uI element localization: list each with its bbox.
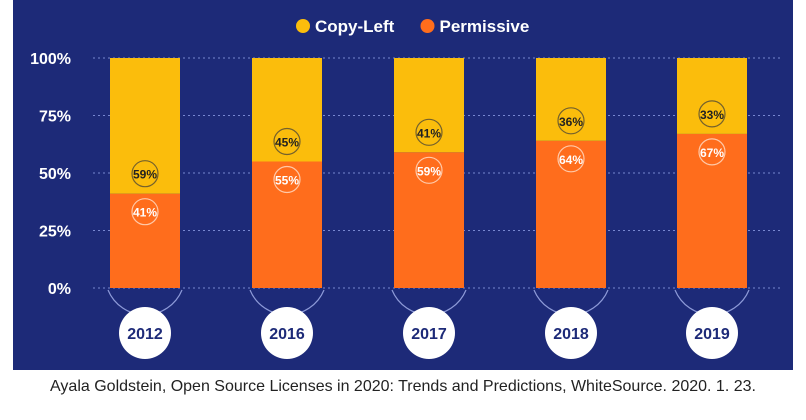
source-caption: Ayala Goldstein, Open Source Licenses in… [50,378,756,395]
xtick-label-2012: 2012 [127,326,163,343]
legend-swatch-copy-left [296,19,310,33]
legend-label-copy-left: Copy-Left [315,17,395,36]
data-label-copy-left-2012: 59% [133,168,157,182]
data-label-ring-permissive-2012 [131,198,159,226]
data-label-ring-copy-left-2016 [273,127,301,156]
data-label-ring-copy-left-2017 [415,118,443,146]
bar-copy-left-2017 [394,58,464,153]
xtick-label-2017: 2017 [411,326,447,343]
data-label-permissive-2019: 67% [700,146,724,160]
data-label-permissive-2018: 64% [559,153,583,167]
bar-permissive-2012 [110,193,180,288]
legend-swatch-permissive [420,19,435,33]
stacked-bar-chart: Copy-Left Permissive 0% 25% 50% 75% 100% 59% 41%… [30,17,783,359]
data-label-ring-copy-left-2012 [131,160,159,188]
year-circle-2017 [403,307,455,359]
ytick-label-75: 75% [39,109,71,126]
data-label-ring-permissive-2017 [415,156,443,184]
year-circle-2012 [119,307,171,359]
bar-copy-left-2019 [677,58,747,134]
data-label-permissive-2016: 55% [275,174,299,188]
ytick-label-50: 50% [39,166,71,183]
data-label-ring-copy-left-2019 [698,100,726,128]
bar-permissive-2018 [536,140,606,288]
year-circle-2016 [261,307,313,359]
chart-panel: Copy-Left Permissive 0% 25% 50% 75% 100% 59% 41%… [13,0,793,370]
ytick-label-0: 0% [48,281,71,298]
ytick-label-100: 100% [30,51,71,68]
bar-copy-left-2012 [110,58,180,194]
data-label-permissive-2017: 59% [417,164,441,178]
ytick-label-25: 25% [39,224,71,241]
data-label-ring-copy-left-2018 [557,107,585,135]
bar-permissive-2017 [394,152,464,288]
year-circle-2018 [545,307,597,359]
xtick-label-2016: 2016 [269,326,305,343]
bar-copy-left-2018 [536,58,606,141]
data-label-ring-permissive-2018 [557,145,585,173]
data-label-copy-left-2016: 45% [275,136,299,150]
data-label-copy-left-2018: 36% [559,115,583,129]
xtick-label-2018: 2018 [553,326,589,343]
bar-copy-left-2016 [252,58,322,162]
data-label-permissive-2012: 41% [133,206,157,220]
legend-label-permissive: Permissive [440,17,530,36]
year-circle-2019 [686,307,738,359]
data-label-copy-left-2019: 33% [700,108,724,122]
bar-permissive-2016 [252,161,322,288]
data-label-ring-permissive-2016 [273,165,301,194]
data-label-ring-permissive-2019 [698,138,726,166]
bar-permissive-2019 [677,133,747,288]
xtick-label-2019: 2019 [694,326,730,343]
data-label-copy-left-2017: 41% [417,126,441,140]
